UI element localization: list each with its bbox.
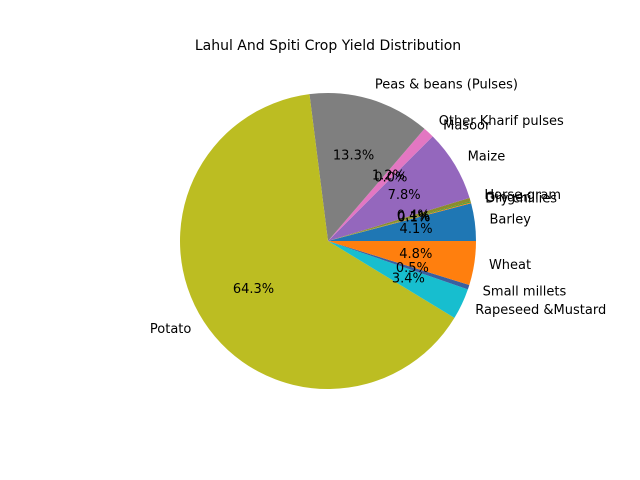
slice-label-masoor: Masoor [443,118,491,133]
pie-slice-barley [328,203,476,241]
slice-label-ginger: Ginger [485,191,529,206]
slice-pct-rapeseed-mustard: 3.4% [392,271,425,286]
slice-label-potato: Potato [150,322,191,337]
pie-slice-small-millets [328,241,470,290]
slice-label-rapeseed-mustard: Rapeseed &Mustard [475,303,606,318]
slice-label-dry-chillies: Dry chillies [485,192,557,207]
slice-label-peas-beans-pulses: Peas & beans (Pulses) [375,78,518,93]
pie-slice-potato [180,94,455,389]
slice-pct-small-millets: 0.5% [396,261,429,276]
slice-label-maize: Maize [468,150,506,165]
slice-pct-barley: 4.1% [400,222,433,237]
pie-slice-horse-gram [328,197,471,241]
slice-label-horse-gram: Horse-gram [484,188,561,203]
pie-slice-maize [328,136,470,241]
slice-pct-ginger: 0.1% [397,210,430,225]
pie-slice-ginger [328,201,471,241]
slice-pct-potato: 64.3% [233,282,274,297]
slice-pct-other-kharif-pulses: 1.2% [372,168,405,183]
pie-slice-dry-chillies [328,202,472,241]
slice-pct-peas-beans-pulses: 13.3% [333,148,374,163]
pie-slice-rapeseed-mustard [328,241,468,318]
slice-pct-dry-chillies: 0.1% [397,211,430,226]
pie-slice-wheat [328,241,476,285]
pie-slice-other-kharif-pulses [328,128,433,241]
slice-pct-masoor: 0.0% [374,171,407,186]
slice-label-other-kharif-pulses: Other Kharif pulses [439,114,564,129]
pie-slice-peas-beans-pulses [309,93,425,241]
slice-pct-horse-gram: 0.4% [397,209,430,224]
slice-label-barley: Barley [489,213,531,228]
slice-label-small-millets: Small millets [483,284,567,299]
chart-title: Lahul And Spiti Crop Yield Distribution [195,38,461,54]
pie-slices [180,93,476,389]
slice-label-wheat: Wheat [489,258,531,273]
slice-pct-maize: 7.8% [388,188,421,203]
slice-pct-wheat: 4.8% [399,247,432,262]
